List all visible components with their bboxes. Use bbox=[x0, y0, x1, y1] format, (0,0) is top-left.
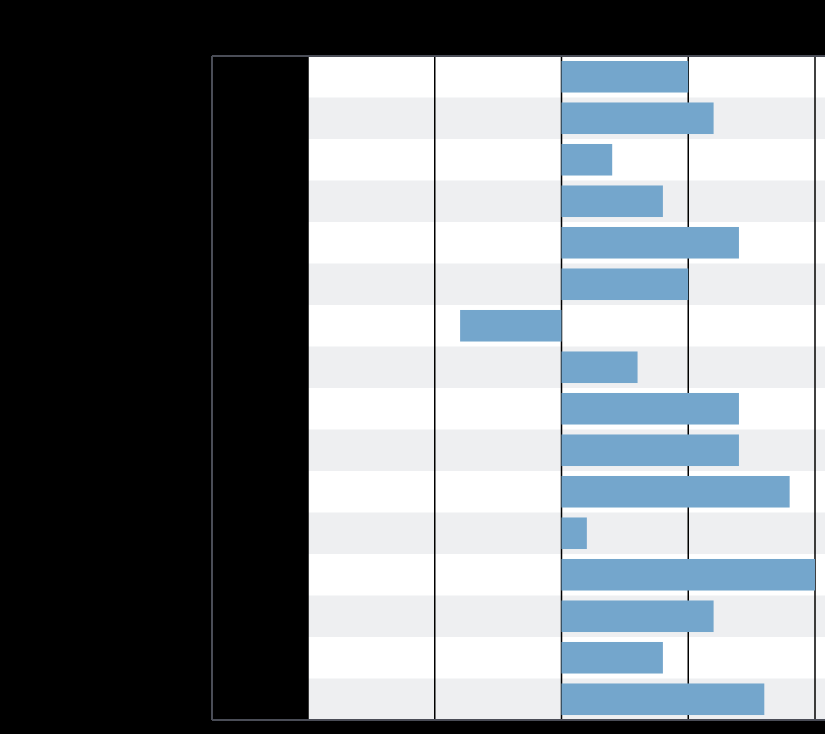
bar bbox=[561, 351, 638, 384]
row-band bbox=[308, 305, 825, 347]
bar bbox=[561, 143, 613, 176]
x-tick-label: 1 bbox=[685, 722, 692, 734]
x-tick-label: 0 bbox=[558, 722, 565, 734]
bar bbox=[460, 309, 562, 342]
bar bbox=[561, 683, 765, 716]
bar bbox=[561, 641, 663, 674]
bar bbox=[561, 226, 739, 259]
bar bbox=[561, 517, 587, 550]
bars bbox=[460, 60, 815, 716]
x-tick-label: -1 bbox=[429, 722, 440, 734]
bar bbox=[561, 434, 739, 467]
x-tick-label: -2 bbox=[303, 722, 314, 734]
bar bbox=[561, 392, 739, 425]
bar bbox=[561, 558, 815, 591]
bar bbox=[561, 475, 790, 508]
x-tick-label: 2 bbox=[812, 722, 819, 734]
bar bbox=[561, 185, 663, 218]
bar bbox=[561, 268, 689, 301]
bar bbox=[561, 60, 689, 93]
bar bbox=[561, 102, 714, 135]
bar bbox=[561, 600, 714, 633]
